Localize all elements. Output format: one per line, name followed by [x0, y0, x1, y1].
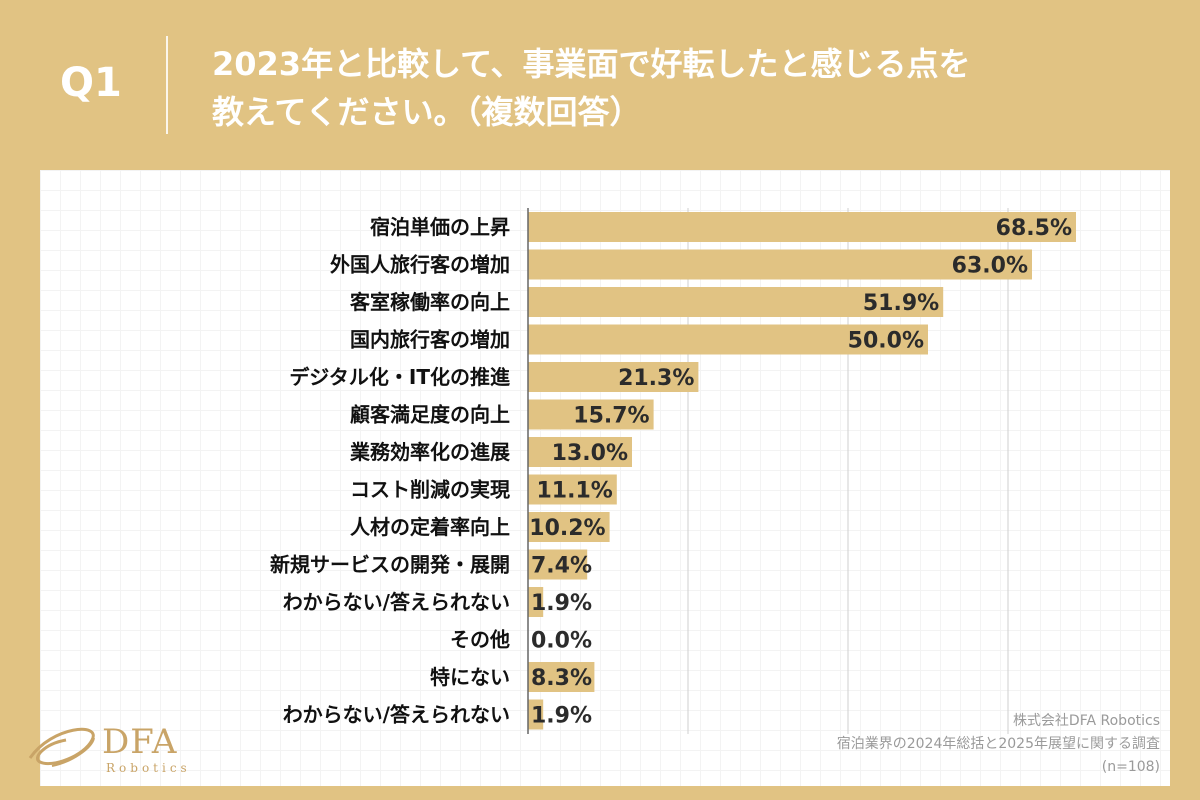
dfa-logo-icon: [28, 727, 95, 767]
value-label: 1.9%: [531, 591, 592, 616]
question-line-2: 教えてください。（複数回答）: [212, 93, 642, 131]
bar: [528, 699, 544, 730]
value-label: 63.0%: [952, 254, 1028, 279]
value-label: 50.0%: [848, 329, 924, 354]
category-label: 新規サービスの開発・展開: [270, 553, 510, 577]
value-label: 7.4%: [531, 554, 592, 579]
header-divider: [166, 36, 168, 134]
bar: [528, 549, 588, 580]
category-label: コスト削減の実現: [350, 478, 510, 502]
source-company: 株式会社DFA Robotics: [1012, 713, 1160, 729]
question-line-1: 2023年と比較して、事業面で好転したと感じる点を: [212, 45, 971, 83]
logo-text: DFA: [102, 722, 178, 762]
value-label: 21.3%: [618, 366, 694, 391]
category-label: わからない/答えられない: [283, 703, 510, 727]
category-label: 客室稼働率の向上: [349, 290, 510, 314]
bar: [528, 324, 928, 355]
bar: [528, 662, 595, 692]
category-label: 外国人旅行客の増加: [330, 253, 510, 277]
category-label: 特にない: [430, 665, 510, 689]
category-label: 業務効率化の進展: [350, 440, 510, 464]
question-text: 2023年と比較して、事業面で好転したと感じる点を 教えてください。（複数回答）: [212, 40, 1172, 136]
category-label: 顧客満足度の向上: [350, 403, 510, 427]
category-label: わからない/答えられない: [283, 590, 510, 614]
bar: [528, 362, 699, 392]
bar: [528, 399, 654, 430]
bar: [528, 474, 617, 505]
category-label: 宿泊単価の上昇: [370, 215, 510, 239]
category-label: 人材の定着率向上: [350, 515, 510, 539]
source-survey: 宿泊業界の2024年総括と2025年展望に関する調査: [836, 736, 1160, 752]
logo-subtext: Robotics: [106, 761, 191, 775]
category-label: デジタル化・IT化の推進: [289, 365, 510, 389]
value-label: 10.2%: [529, 516, 605, 541]
category-label: その他: [450, 628, 510, 652]
bar: [528, 437, 632, 467]
header: Q1 2023年と比較して、事業面で好転したと感じる点を 教えてください。（複数…: [0, 0, 1200, 170]
value-label: 51.9%: [863, 291, 939, 316]
value-label: 11.1%: [536, 479, 612, 504]
value-label: 0.0%: [531, 629, 592, 654]
question-number: Q1: [60, 60, 122, 106]
value-label: 15.7%: [573, 404, 649, 429]
source-note: 株式会社DFA Robotics 宿泊業界の2024年総括と2025年展望に関す…: [837, 710, 1160, 779]
value-label: 68.5%: [996, 216, 1072, 241]
value-label: 8.3%: [531, 666, 592, 691]
bar: [528, 287, 944, 317]
source-sample-size: (n=108): [1101, 759, 1160, 775]
category-label: 国内旅行客の増加: [350, 328, 510, 352]
value-label: 13.0%: [552, 441, 628, 466]
bar: [528, 249, 1032, 280]
bar: [528, 212, 1076, 242]
bar: [528, 587, 544, 617]
value-label: 1.9%: [531, 704, 592, 729]
bar: [528, 512, 610, 542]
